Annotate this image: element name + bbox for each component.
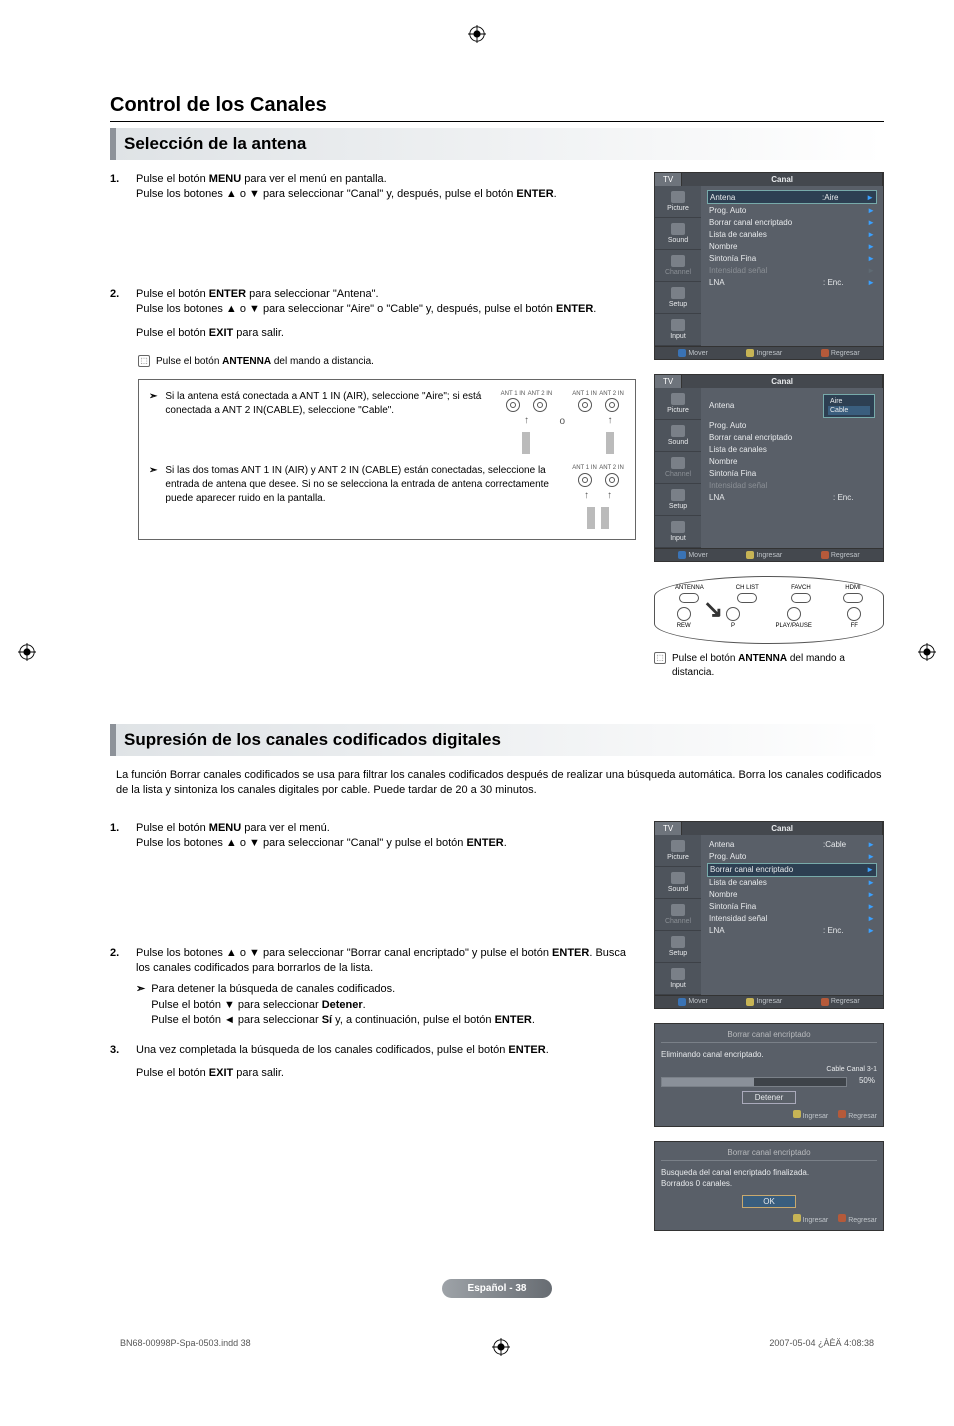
step-number: 2. xyxy=(110,287,126,341)
remote-tip: ⬚ Pulse el botón ANTENNA del mando a dis… xyxy=(654,652,884,680)
note-box: ➣ Si la antena está conectada a ANT 1 IN… xyxy=(138,379,636,540)
antenna-diagram: ANT 1 INANT 2 IN ↑ o ANT 1 INANT 2 IN ↑ xyxy=(499,390,625,454)
dialog-screenshot: Borrar canal encriptado Busqueda del can… xyxy=(654,1141,884,1231)
tv-menu-screenshot: TVCanal Picture Sound Channel Setup Inpu… xyxy=(654,821,884,1009)
tv-menu-screenshot: TVCanal Picture Sound Channel Setup Inpu… xyxy=(654,374,884,562)
step-body: Pulse el botón MENU para ver el menú en … xyxy=(136,172,636,203)
footer-file: BN68-00998P-Spa-0503.indd 38 xyxy=(120,1338,251,1356)
note-arrow-icon: ➣ xyxy=(149,390,157,404)
footer-date: 2007-05-04 ¿ÀÈÄ 4:08:38 xyxy=(769,1338,874,1356)
step-number: 1. xyxy=(110,172,126,203)
antenna-diagram: ANT 1 INANT 2 IN ↑↑ xyxy=(571,464,625,528)
chapter-title: Control de los Canales xyxy=(110,90,884,122)
step-body: Pulse el botón ENTER para seleccionar "A… xyxy=(136,287,636,341)
footer-meta: BN68-00998P-Spa-0503.indd 38 2007-05-04 … xyxy=(110,1338,884,1356)
step-item: 3. Una vez completada la búsqueda de los… xyxy=(110,1043,636,1082)
section-title: Selección de la antena xyxy=(110,128,884,160)
step-item: 1. Pulse el botón MENU para ver el menú … xyxy=(110,172,636,203)
dialog-screenshot: Borrar canal encriptado Eliminando canal… xyxy=(654,1023,884,1127)
note-arrow-icon: ➣ xyxy=(149,464,157,478)
section-title: Supresión de los canales codificados dig… xyxy=(110,724,884,756)
remote-diagram: ↘ ANTENNA CH LIST FAVCH HDMI REW P PLAY/… xyxy=(654,576,884,644)
remote-tip-icon: ⬚ xyxy=(654,652,666,664)
registration-mark-icon xyxy=(492,1338,510,1356)
tip-row: ⬚ Pulse el botón ANTENNA del mando a dis… xyxy=(138,355,636,369)
remote-tip-icon: ⬚ xyxy=(138,355,150,367)
tv-menu-screenshot: TVCanal Picture Sound Channel Setup Inpu… xyxy=(654,172,884,360)
step-item: 2. Pulse los botones ▲ o ▼ para seleccio… xyxy=(110,946,636,1029)
step-item: 2. Pulse el botón ENTER para seleccionar… xyxy=(110,287,636,341)
page-number-pill: Español - 38 xyxy=(442,1279,552,1298)
step-item: 1. Pulse el botón MENU para ver el menú.… xyxy=(110,821,636,852)
section-intro: La función Borrar canales codificados se… xyxy=(116,768,884,799)
